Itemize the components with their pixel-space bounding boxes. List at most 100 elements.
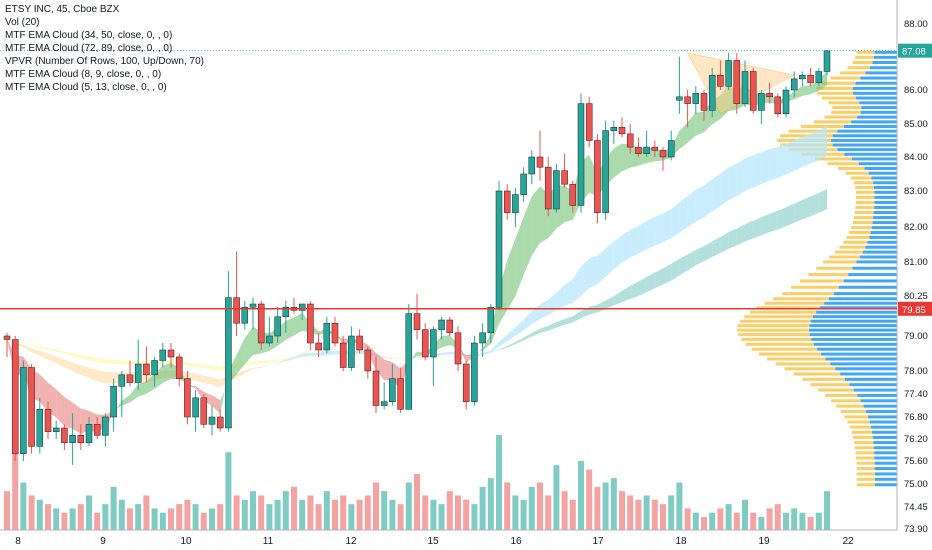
vpvr-down-bar bbox=[855, 446, 874, 450]
vpvr-up-bar bbox=[858, 162, 897, 166]
volume-bar bbox=[364, 495, 371, 530]
volume-bar bbox=[660, 504, 666, 530]
indicator-ema-cloud-72-89[interactable]: MTF EMA Cloud (72, 89, close, 0, , 0) bbox=[5, 43, 173, 54]
vpvr-down-bar bbox=[823, 260, 857, 264]
ema-cloud-5-13 bbox=[531, 186, 540, 256]
candle-body bbox=[733, 60, 741, 104]
vpvr-up-bar bbox=[840, 372, 897, 376]
ema-cloud-5-13 bbox=[695, 111, 704, 136]
candle-body bbox=[462, 363, 470, 402]
ema-cloud-34-50 bbox=[794, 136, 803, 171]
candle-body bbox=[167, 349, 175, 358]
vpvr-down-bar bbox=[856, 483, 875, 487]
ema-cloud-72-89 bbox=[203, 364, 212, 370]
ema-cloud-72-89 bbox=[818, 188, 827, 213]
volume-bar bbox=[184, 499, 191, 530]
ema-cloud-72-89 bbox=[261, 360, 270, 364]
indicator-ema-cloud-5-13[interactable]: MTF EMA Cloud (5, 13, close, 0, , 0) bbox=[5, 82, 167, 93]
candle-body bbox=[487, 306, 495, 334]
ema-cloud-72-89 bbox=[704, 241, 713, 262]
indicator-ema-cloud-34-50[interactable]: MTF EMA Cloud (34, 50, close, 0, , 0) bbox=[5, 30, 173, 41]
volume-bar bbox=[561, 491, 568, 530]
vpvr-up-bar bbox=[873, 441, 897, 445]
ema-cloud-72-89 bbox=[589, 304, 598, 315]
candle-body bbox=[143, 363, 150, 376]
ema-cloud-72-89 bbox=[121, 360, 130, 365]
ema-cloud-34-50 bbox=[490, 341, 499, 353]
vpvr-down-bar bbox=[844, 415, 869, 419]
candle-body bbox=[503, 190, 511, 213]
candle-body bbox=[790, 78, 798, 91]
volume-bar bbox=[168, 508, 174, 530]
vpvr-down-bar bbox=[839, 245, 866, 249]
vpvr-up-bar bbox=[812, 315, 897, 319]
candle-body bbox=[651, 146, 659, 151]
candle-body bbox=[77, 435, 85, 443]
volume-bar bbox=[225, 452, 232, 530]
vpvr-up-bar bbox=[869, 420, 897, 424]
indicator-volume[interactable]: Vol (20) bbox=[5, 17, 40, 28]
vpvr-down-bar bbox=[855, 190, 875, 194]
volume-bar bbox=[86, 495, 92, 530]
vpvr-up-bar bbox=[825, 357, 897, 361]
vpvr-up-bar bbox=[853, 91, 897, 95]
ema-cloud-72-89 bbox=[441, 354, 450, 356]
candle-body bbox=[307, 303, 314, 344]
vpvr-up-bar bbox=[837, 148, 897, 152]
vpvr-up-bar bbox=[810, 319, 897, 323]
vpvr-down-bar bbox=[816, 266, 853, 270]
ema-cloud-34-50 bbox=[318, 350, 327, 357]
vpvr-down-bar bbox=[832, 106, 862, 110]
vpvr-down-bar bbox=[843, 240, 868, 244]
indicator-vpvr[interactable]: VPVR (Number Of Rows, 100, Up/Down, 70) bbox=[5, 56, 204, 67]
vpvr-up-bar bbox=[857, 115, 897, 119]
vpvr-up-bar bbox=[851, 157, 897, 161]
vpvr-up-bar bbox=[830, 138, 897, 142]
symbol-title[interactable]: ETSY INC, 45, Cboe BZX bbox=[5, 4, 120, 15]
time-tick-label: 8 bbox=[15, 536, 21, 547]
indicator-ema-cloud-8-9[interactable]: MTF EMA Cloud (8, 9, close, 0, , 0) bbox=[5, 69, 162, 80]
candle-body bbox=[561, 170, 568, 185]
vpvr-up-bar bbox=[865, 245, 897, 249]
time-axis[interactable]: 8 9 10 11 12 15 16 17 18 19 22 bbox=[0, 529, 897, 547]
price-axis[interactable]: 88.0087.0086.0085.0084.0083.0082.0081.00… bbox=[896, 0, 932, 550]
volume-bar bbox=[651, 499, 658, 530]
candle-body bbox=[454, 332, 462, 365]
volume-bar bbox=[643, 495, 650, 530]
ema-cloud-5-13 bbox=[244, 326, 253, 365]
ema-cloud-34-50 bbox=[704, 179, 713, 218]
vpvr-up-bar bbox=[817, 347, 897, 351]
candle-body bbox=[36, 409, 44, 447]
candle-body bbox=[446, 319, 454, 334]
ema-cloud-72-89 bbox=[285, 357, 294, 360]
ema-cloud-72-89 bbox=[786, 203, 795, 227]
vpvr-up-bar bbox=[811, 337, 897, 341]
ema-cloud-72-89 bbox=[48, 347, 57, 352]
volume-bar bbox=[118, 499, 125, 530]
volume-bar bbox=[627, 495, 634, 530]
ema-cloud-72-89 bbox=[572, 311, 581, 323]
vpvr-down-bar bbox=[834, 250, 863, 254]
vpvr-down-bar bbox=[788, 129, 838, 133]
ema-cloud-72-89 bbox=[630, 281, 639, 299]
volume-bar bbox=[569, 499, 576, 530]
ema-cloud-34-50 bbox=[548, 292, 557, 316]
volume-bar bbox=[102, 504, 109, 530]
ema-cloud-72-89 bbox=[72, 353, 81, 359]
candle-body bbox=[44, 409, 52, 432]
ema-cloud-72-89 bbox=[712, 237, 721, 257]
ema-cloud-34-50 bbox=[105, 371, 114, 384]
ema-cloud-72-89 bbox=[97, 358, 106, 364]
ema-cloud-5-13 bbox=[162, 362, 171, 383]
ema-cloud-72-89 bbox=[212, 365, 221, 371]
candle-body bbox=[758, 93, 765, 111]
vpvr-down-bar bbox=[854, 211, 874, 214]
volume-bar bbox=[594, 486, 601, 530]
ema-cloud-72-89 bbox=[31, 344, 40, 348]
vpvr-down-bar bbox=[853, 216, 874, 220]
candle-body bbox=[799, 74, 806, 80]
volume-bar bbox=[684, 508, 691, 530]
vpvr-down-bar bbox=[845, 171, 869, 175]
volume-bar bbox=[815, 512, 822, 530]
